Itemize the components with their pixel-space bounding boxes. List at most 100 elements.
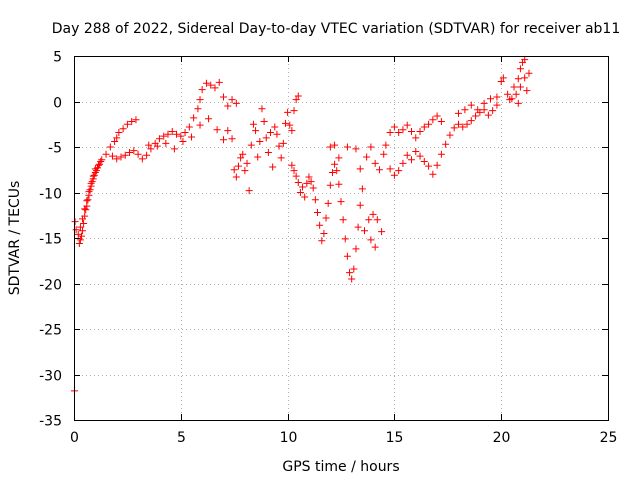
data-point bbox=[84, 196, 92, 204]
data-point bbox=[386, 128, 394, 136]
data-point bbox=[79, 215, 87, 223]
data-point bbox=[121, 151, 129, 159]
y-tick-label: -5 bbox=[48, 141, 62, 157]
data-point bbox=[134, 150, 142, 158]
data-point bbox=[138, 155, 146, 163]
data-point bbox=[307, 178, 315, 186]
data-point bbox=[390, 123, 398, 131]
data-point bbox=[162, 139, 170, 147]
data-point bbox=[85, 188, 93, 196]
data-point bbox=[373, 216, 381, 224]
data-point bbox=[454, 120, 462, 128]
data-point bbox=[346, 269, 354, 277]
data-point bbox=[119, 125, 127, 133]
data-point bbox=[352, 145, 360, 153]
data-point bbox=[371, 159, 379, 167]
data-point bbox=[514, 75, 522, 83]
data-point bbox=[224, 102, 232, 110]
x-tick-label: 15 bbox=[386, 430, 404, 446]
data-point bbox=[358, 185, 366, 193]
data-point bbox=[281, 119, 289, 127]
data-point bbox=[339, 216, 347, 224]
data-point bbox=[160, 132, 168, 140]
data-point bbox=[258, 105, 266, 113]
data-point bbox=[399, 159, 407, 167]
data-point bbox=[232, 99, 240, 107]
data-point bbox=[480, 106, 488, 114]
y-tick-labels: 5 0 -5 -10 -15 -20 -25 -30 -35 bbox=[39, 50, 62, 430]
data-point bbox=[202, 79, 210, 87]
data-point bbox=[331, 141, 339, 149]
data-point bbox=[512, 90, 520, 98]
data-point bbox=[354, 223, 362, 231]
data-point bbox=[480, 99, 488, 107]
data-point bbox=[407, 156, 415, 164]
data-point bbox=[71, 218, 79, 226]
data-points bbox=[70, 56, 533, 395]
x-tick-label: 20 bbox=[493, 430, 511, 446]
data-point bbox=[433, 161, 441, 169]
data-point bbox=[76, 236, 84, 244]
data-point bbox=[352, 245, 360, 253]
data-point bbox=[277, 154, 285, 162]
data-point bbox=[232, 173, 240, 181]
data-point bbox=[442, 140, 450, 148]
data-point bbox=[249, 120, 257, 128]
data-point bbox=[386, 165, 394, 173]
data-point bbox=[493, 93, 501, 101]
data-point bbox=[243, 159, 251, 167]
data-point bbox=[215, 78, 223, 86]
data-point bbox=[303, 179, 311, 187]
data-point bbox=[525, 69, 533, 77]
data-point bbox=[128, 118, 136, 126]
data-point bbox=[228, 135, 236, 143]
data-point bbox=[395, 128, 403, 136]
data-point bbox=[254, 153, 262, 161]
x-tick-label: 10 bbox=[280, 430, 298, 446]
data-point bbox=[489, 107, 497, 115]
data-point bbox=[301, 193, 309, 201]
y-tick-label: -25 bbox=[39, 323, 62, 339]
y-tick-label: -20 bbox=[39, 278, 62, 294]
data-point bbox=[288, 161, 296, 169]
data-point bbox=[521, 56, 529, 64]
x-tick-label: 25 bbox=[600, 430, 618, 446]
data-point bbox=[239, 150, 247, 158]
data-point bbox=[164, 130, 172, 138]
data-point bbox=[516, 83, 524, 91]
data-point bbox=[224, 127, 232, 135]
data-point bbox=[81, 205, 89, 213]
y-tick-label: 0 bbox=[53, 96, 62, 112]
x-tick-label: 0 bbox=[70, 430, 79, 446]
data-point bbox=[126, 148, 134, 156]
data-point bbox=[292, 172, 300, 180]
data-point bbox=[375, 166, 383, 174]
data-point bbox=[177, 132, 185, 140]
data-point bbox=[510, 83, 518, 91]
grid-lines bbox=[74, 56, 608, 420]
data-point bbox=[371, 243, 379, 251]
data-point bbox=[153, 142, 161, 150]
data-point bbox=[514, 99, 522, 107]
data-point bbox=[275, 142, 283, 150]
data-point bbox=[220, 136, 228, 144]
data-point bbox=[98, 156, 106, 164]
data-point bbox=[269, 163, 277, 171]
data-point bbox=[425, 120, 433, 128]
data-point bbox=[194, 105, 202, 113]
data-point bbox=[145, 141, 153, 149]
data-point bbox=[499, 74, 507, 82]
data-point bbox=[390, 171, 398, 179]
data-point bbox=[320, 229, 328, 237]
data-point bbox=[220, 93, 228, 101]
data-point bbox=[83, 197, 91, 205]
data-point bbox=[190, 114, 198, 122]
data-point bbox=[318, 237, 326, 245]
data-point bbox=[322, 214, 330, 222]
data-point bbox=[168, 128, 176, 136]
data-point bbox=[87, 179, 95, 187]
data-point bbox=[420, 158, 428, 166]
data-point bbox=[74, 230, 82, 238]
data-point bbox=[237, 154, 245, 162]
